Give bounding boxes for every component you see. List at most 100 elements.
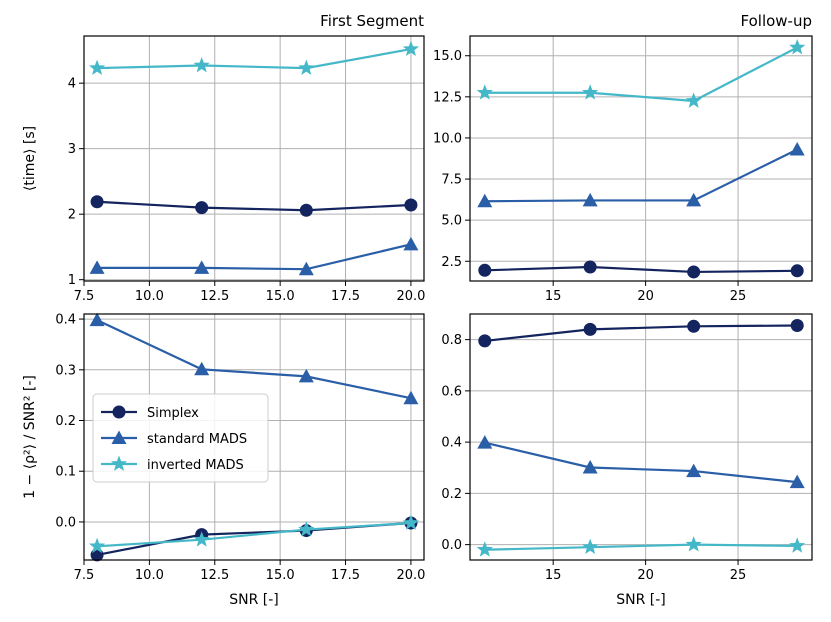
series-line-inverted-mads xyxy=(97,521,411,548)
y-tick-label: 0.0 xyxy=(441,538,462,553)
y-axis-label: ⟨time⟩ [s] xyxy=(22,126,38,191)
data-point-inverted-mads xyxy=(88,537,106,554)
x-tick-label: 17.5 xyxy=(331,289,360,304)
plot-frame xyxy=(469,35,813,282)
legend-label: inverted MADS xyxy=(147,458,244,473)
x-tick-label: 10.0 xyxy=(135,568,164,583)
data-point-simplex xyxy=(299,203,313,217)
y-tick-label: 0.6 xyxy=(441,384,462,399)
chart-title: Follow-up xyxy=(741,12,813,30)
y-tick-label: 3 xyxy=(68,142,76,157)
chart-panel-3: 7.5 10.0 12.5 15.0 17.5 20.0 0.0 0.1 0.2 0.3 0.4 SN… xyxy=(22,313,425,608)
series-line-standard-mads xyxy=(97,243,412,271)
series-line-simplex xyxy=(97,200,411,212)
y-tick-label: 12.5 xyxy=(433,90,462,105)
series-line-standard-mads xyxy=(96,319,412,400)
x-tick-label: 15 xyxy=(545,568,562,583)
data-point-inverted-mads xyxy=(476,541,493,557)
x-tick-label: 17.5 xyxy=(331,568,360,583)
y-tick-label: 0.0 xyxy=(55,515,76,530)
data-point-standard-mads xyxy=(582,459,598,474)
y-tick-label: 0.4 xyxy=(55,313,76,328)
series-line-inverted-mads xyxy=(484,46,798,103)
data-point-simplex xyxy=(790,319,804,333)
y-tick-label: 0.2 xyxy=(441,487,462,502)
series-line-standard-mads xyxy=(484,148,798,203)
data-point-simplex xyxy=(583,260,597,274)
x-tick-label: 12.5 xyxy=(200,289,229,304)
legend: Simplex standard MADS inverted MADS xyxy=(92,393,269,483)
y-tick-label: 0.2 xyxy=(55,414,76,429)
x-tick-label: 7.5 xyxy=(74,289,95,304)
x-tick-label: 10.0 xyxy=(135,289,164,304)
y-tick-label: 10.0 xyxy=(433,131,462,146)
series-line-inverted-mads xyxy=(97,48,412,70)
chart-title: First Segment xyxy=(320,12,424,30)
data-point-simplex xyxy=(90,195,104,209)
data-point-standard-mads xyxy=(789,141,805,156)
y-tick-label: 0.8 xyxy=(441,333,462,348)
series-line-simplex xyxy=(484,324,798,343)
legend-label: Simplex xyxy=(147,406,199,421)
x-tick-label: 15.0 xyxy=(266,289,295,304)
data-point-inverted-mads xyxy=(582,538,599,555)
data-point-simplex xyxy=(687,265,701,279)
data-point-inverted-mads xyxy=(685,92,702,108)
data-point-standard-mads xyxy=(686,192,702,207)
legend-marker-standard-mads xyxy=(111,430,127,444)
x-tick-label: 15 xyxy=(545,289,562,304)
plot-frame xyxy=(83,313,425,561)
data-point-simplex xyxy=(478,334,492,348)
series-line-simplex xyxy=(96,521,411,557)
data-point-simplex xyxy=(790,264,804,278)
y-tick-label: 15.0 xyxy=(433,49,462,64)
data-point-inverted-mads xyxy=(88,59,106,75)
data-point-inverted-mads xyxy=(298,59,315,75)
x-tick-label: 7.5 xyxy=(74,568,95,583)
y-tick-label: 2.5 xyxy=(441,255,462,270)
data-point-simplex xyxy=(687,319,701,333)
data-point-standard-mads xyxy=(194,260,210,274)
x-tick-label: 20.0 xyxy=(396,568,425,583)
x-axis-label: SNR [-] xyxy=(229,592,279,608)
chart-panel-4: 15 20 25 0.0 0.2 0.4 0.6 0.8 SNR [-] xyxy=(441,313,813,608)
y-tick-label: 4 xyxy=(68,77,76,92)
data-point-inverted-mads xyxy=(789,537,806,553)
x-tick-label: 12.5 xyxy=(200,568,229,583)
data-point-inverted-mads xyxy=(193,531,210,547)
y-tick-label: 0.1 xyxy=(55,465,76,480)
plot-frame xyxy=(83,35,425,282)
data-point-standard-mads xyxy=(686,463,702,478)
data-point-simplex xyxy=(404,198,418,212)
data-point-standard-mads xyxy=(789,474,805,489)
data-point-simplex xyxy=(195,201,209,215)
y-axis-label: 1 − ⟨ρ²⟩ / SNR² [-] xyxy=(22,375,38,499)
y-tick-label: 0.4 xyxy=(441,436,462,451)
data-point-simplex xyxy=(478,263,492,277)
data-point-standard-mads xyxy=(582,192,598,207)
y-tick-label: 1 xyxy=(68,273,76,288)
chart-panel-1: 7.5 10.0 12.5 15.0 17.5 20.0 1 2 3 4 First Segment… xyxy=(22,12,425,304)
data-point-inverted-mads xyxy=(789,39,806,55)
data-point-inverted-mads xyxy=(402,40,420,56)
x-tick-label: 20 xyxy=(637,289,654,304)
data-point-standard-mads xyxy=(403,236,419,251)
x-tick-label: 20.0 xyxy=(396,289,425,304)
data-point-inverted-mads xyxy=(685,536,702,552)
data-point-standard-mads xyxy=(477,193,493,208)
x-tick-label: 25 xyxy=(730,568,747,583)
y-tick-label: 0.3 xyxy=(55,363,76,378)
y-tick-label: 2 xyxy=(68,208,76,223)
data-point-inverted-mads xyxy=(298,521,315,537)
y-tick-label: 5.0 xyxy=(441,214,462,229)
legend-box xyxy=(92,393,269,483)
data-point-simplex xyxy=(583,322,597,336)
series-line-simplex xyxy=(484,265,798,274)
data-point-standard-mads xyxy=(298,261,314,276)
data-point-standard-mads xyxy=(89,260,105,274)
plot-frame xyxy=(469,313,813,561)
chart-panel-2: 15 20 25 2.5 5.0 7.5 10.0 12.5 15.0 Follow-up xyxy=(433,12,813,304)
data-point-standard-mads xyxy=(89,312,105,327)
x-axis-label: SNR [-] xyxy=(616,592,666,608)
